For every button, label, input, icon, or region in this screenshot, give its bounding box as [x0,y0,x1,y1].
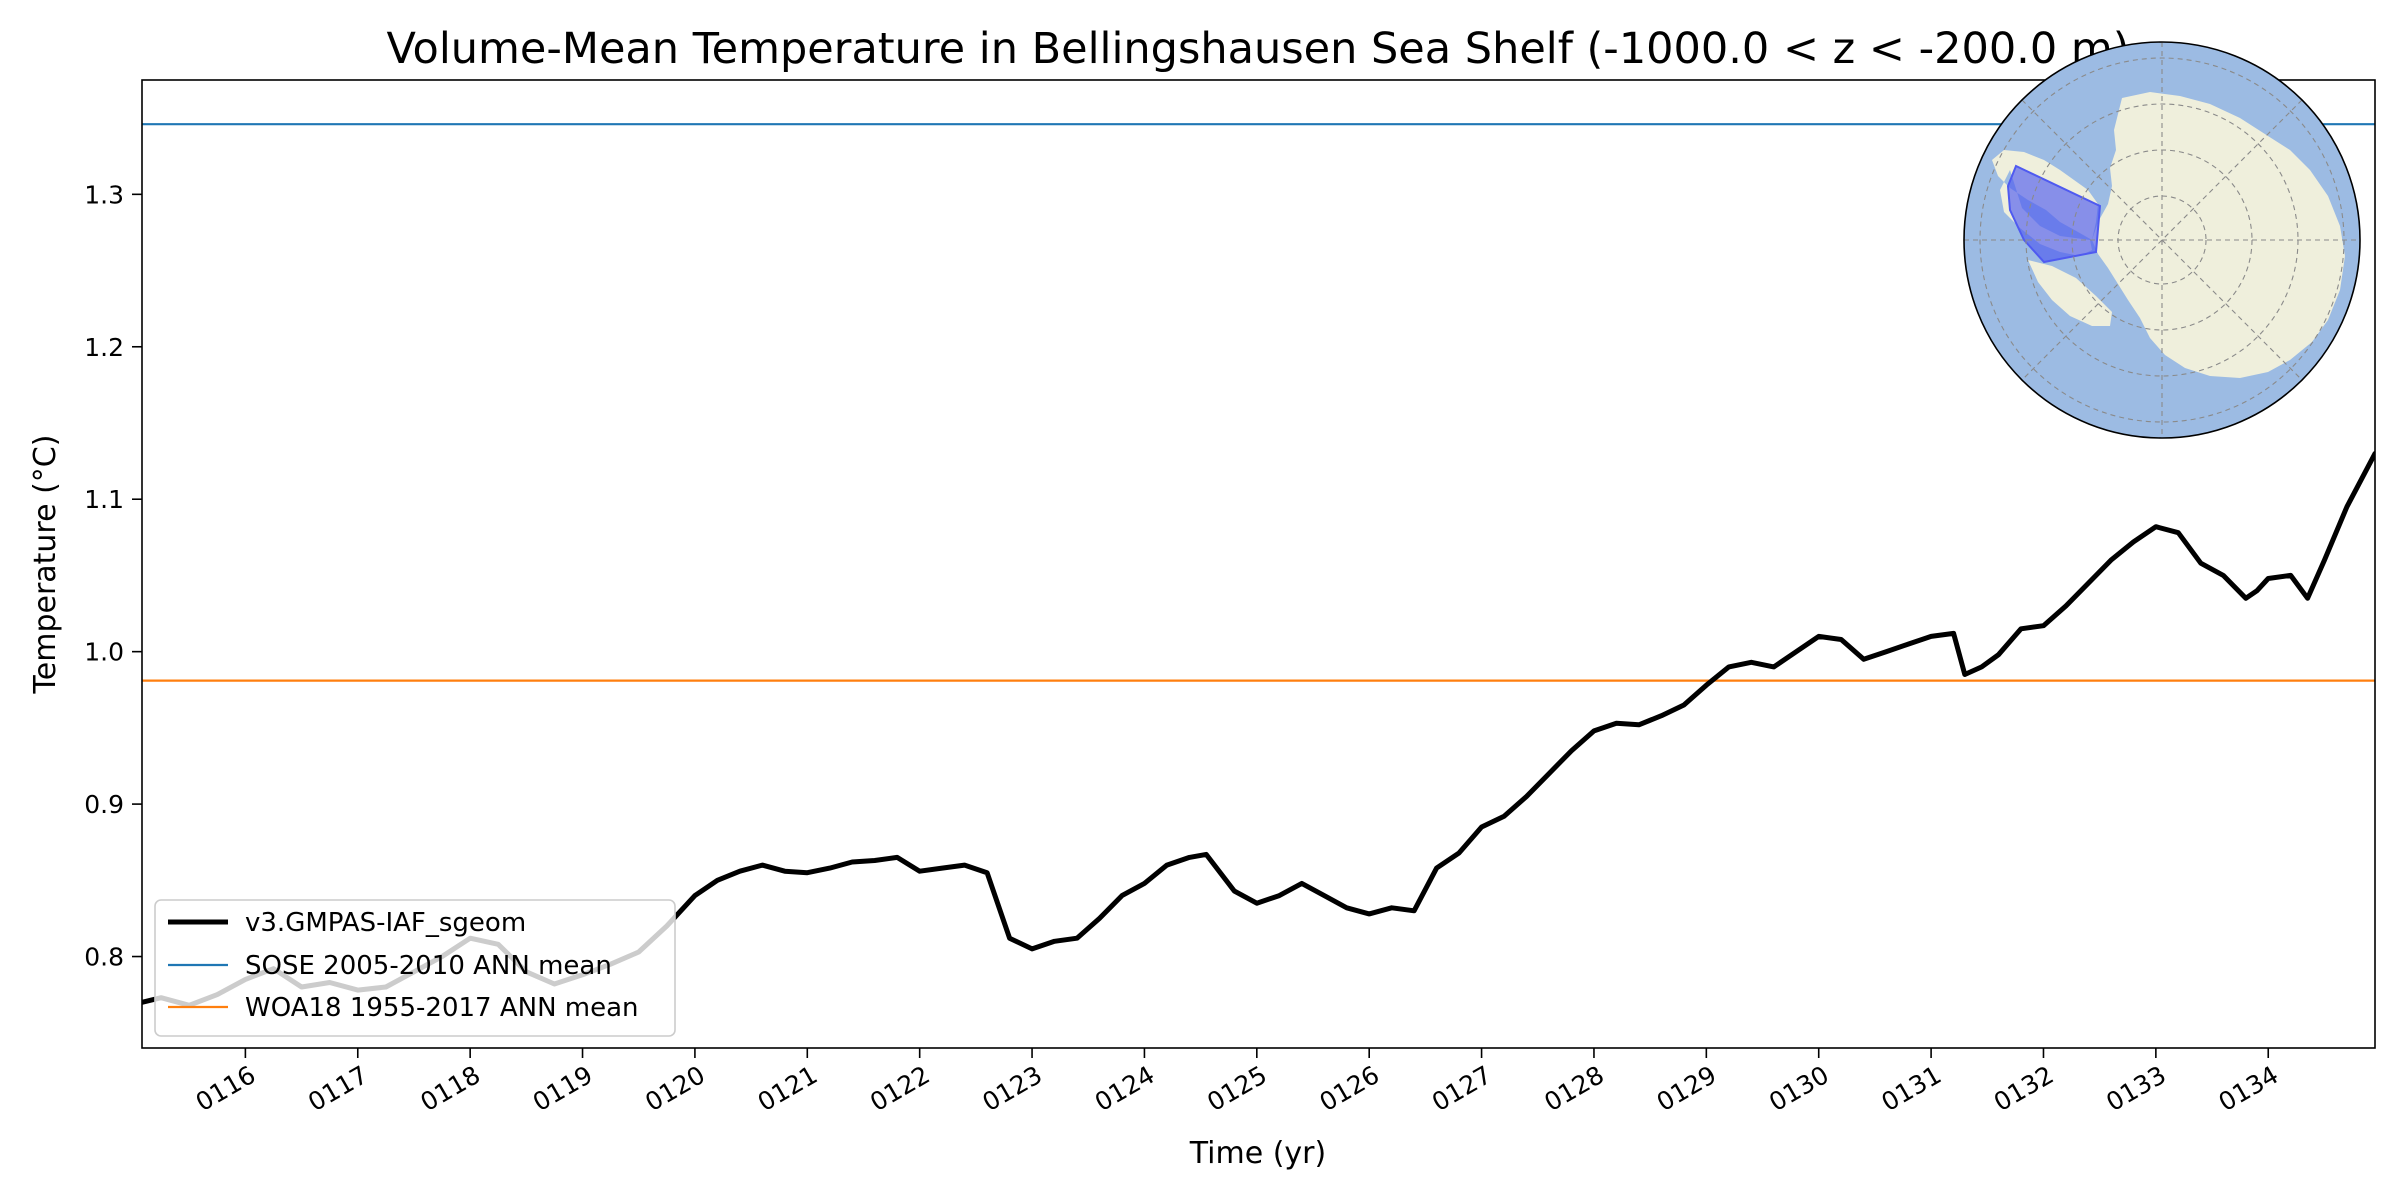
x-tick-label: 0120 [640,1060,710,1117]
y-tick-label: 0.9 [84,790,124,819]
x-axis-title: Time (yr) [1189,1136,1326,1171]
x-tick-label: 0130 [1764,1060,1834,1117]
x-tick-label: 0129 [1652,1060,1722,1117]
x-tick-label: 0118 [416,1060,486,1117]
x-tick-label: 0122 [865,1060,935,1117]
map-land-east-antarctica [2092,92,2345,378]
x-tick-label: 0128 [1539,1060,1609,1117]
x-tick-label: 0121 [753,1060,823,1117]
y-tick-label: 1.0 [84,638,124,667]
y-tick-label: 1.2 [84,333,124,362]
y-tick-label: 1.1 [84,485,124,514]
x-axis: 0116 0117 0118 0119 0120 0121 0122 0123 0124 0125… [191,1048,2283,1117]
map-graticule [1964,42,2360,438]
chart-title: Volume-Mean Temperature in Bellingshause… [386,24,2129,74]
y-axis-title: Temperature (°C) [28,435,63,695]
x-tick-label: 0123 [977,1060,1047,1117]
map-border [1963,41,2361,439]
x-tick-label: 0132 [1989,1060,2059,1117]
x-tick-label: 0117 [303,1060,373,1117]
y-tick-label: 0.8 [84,943,124,972]
plot-frame [141,79,2376,1049]
x-tick-label: 0127 [1427,1060,1497,1117]
map-region-bellingshausen [2006,164,2102,264]
legend-frame [154,899,676,1037]
x-tick-label: 0133 [2101,1060,2171,1117]
legend: v3.GMPAS-IAF_sgeom SOSE 2005-2010 ANN me… [154,899,676,1037]
legend-label-model: v3.GMPAS-IAF_sgeom [245,908,526,938]
legend-label-woa18: WOA18 1955-2017 ANN mean [245,993,639,1023]
x-tick-label: 0124 [1090,1060,1160,1117]
x-tick-label: 0134 [2214,1060,2284,1117]
legend-label-sose: SOSE 2005-2010 ANN mean [245,951,612,981]
y-axis: 0.8 0.9 1.0 1.1 1.2 1.3 [84,180,142,972]
x-tick-label: 0119 [528,1060,598,1117]
antarctica-polar-map-icon [1963,41,2361,439]
x-tick-label: 0131 [1876,1060,1946,1117]
x-tick-label: 0126 [1315,1060,1385,1117]
x-tick-label: 0116 [191,1060,261,1117]
y-tick-label: 1.3 [84,180,124,209]
x-tick-label: 0125 [1202,1060,1272,1117]
